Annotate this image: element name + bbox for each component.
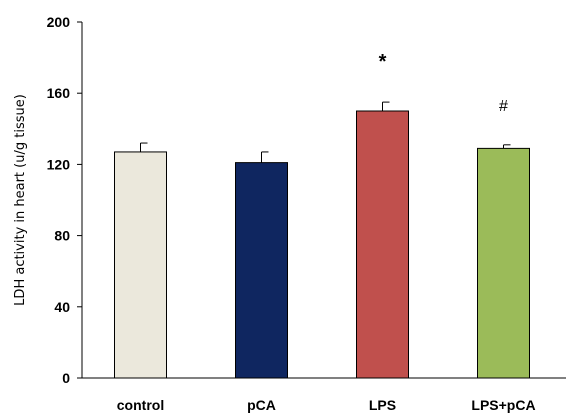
bars — [114, 110, 530, 379]
bar-LPS+pCA — [477, 147, 530, 379]
y-tick-label-120: 120 — [47, 156, 71, 172]
y-tick-label-0: 0 — [62, 370, 70, 386]
y-tick-label-200: 200 — [47, 14, 71, 30]
bar-LPS — [356, 110, 409, 379]
bar-pCA — [235, 162, 288, 379]
error-bars — [140, 101, 511, 163]
x-tick-label-LPS: LPS — [369, 397, 396, 413]
x-tick-label-control: control — [117, 397, 164, 413]
bar-annotations: *# — [379, 51, 508, 115]
y-tick-label-80: 80 — [54, 228, 70, 244]
annotation-LPS+pCA: # — [499, 98, 508, 115]
y-axis-ticks: 0 40 80 120 160 200 — [47, 14, 82, 386]
annotation-LPS: * — [379, 51, 387, 73]
x-axis-labels: control pCA LPS LPS+pCA — [117, 397, 536, 413]
y-axis-label: LDH activity in heart (u/g tissue) — [13, 94, 28, 306]
x-tick-label-LPS+pCA: LPS+pCA — [471, 397, 535, 413]
bar-control — [114, 151, 167, 379]
y-tick-label-160: 160 — [47, 85, 71, 101]
x-tick-label-pCA: pCA — [247, 397, 276, 413]
y-tick-label-40: 40 — [54, 299, 70, 315]
